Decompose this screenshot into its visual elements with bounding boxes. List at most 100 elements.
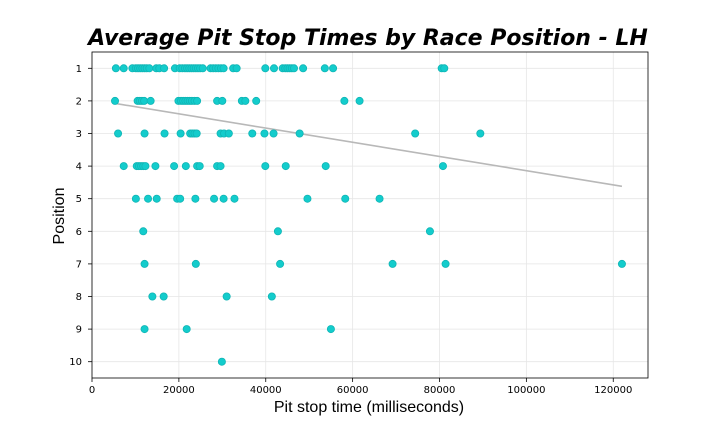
y-tick-label: 2 — [76, 96, 82, 107]
data-point — [219, 194, 228, 203]
data-point — [222, 292, 231, 301]
data-point — [218, 96, 227, 105]
data-point — [341, 194, 350, 203]
data-point — [140, 129, 149, 138]
y-tick-label: 3 — [76, 129, 82, 140]
data-point — [111, 96, 120, 105]
data-point — [152, 194, 161, 203]
x-tick-label: 40000 — [250, 385, 282, 396]
x-tick-label: 100000 — [507, 385, 545, 396]
data-point — [140, 259, 149, 268]
data-point — [141, 162, 150, 171]
data-point — [140, 325, 149, 334]
data-point — [114, 129, 123, 138]
data-point — [144, 194, 153, 203]
data-point — [303, 194, 312, 203]
data-point — [411, 129, 420, 138]
data-point — [191, 259, 200, 268]
data-point — [176, 129, 185, 138]
x-tick-label: 60000 — [337, 385, 369, 396]
data-point — [267, 292, 276, 301]
data-point — [160, 64, 169, 73]
data-point — [139, 227, 148, 236]
chart-title: Average Pit Stop Times by Race Position … — [86, 26, 648, 51]
data-point — [111, 64, 120, 73]
data-point — [131, 194, 140, 203]
data-point — [441, 259, 450, 268]
data-point — [181, 162, 190, 171]
data-point — [299, 64, 308, 73]
data-point — [224, 129, 233, 138]
data-point — [329, 64, 338, 73]
data-point — [252, 96, 261, 105]
data-point — [355, 96, 364, 105]
data-point — [260, 129, 269, 138]
data-point — [148, 292, 157, 301]
data-point — [269, 129, 278, 138]
data-point — [440, 64, 449, 73]
data-point — [388, 259, 397, 268]
x-axis-label: Pit stop time (milliseconds) — [274, 399, 464, 416]
data-point — [241, 96, 250, 105]
y-tick-label: 4 — [76, 162, 82, 173]
data-point — [210, 194, 219, 203]
data-point — [232, 64, 241, 73]
data-point — [326, 325, 335, 334]
x-axis-ticks: 0 20000 40000 60000 80000 100000 120000 — [89, 378, 632, 396]
data-point — [176, 194, 185, 203]
y-tick-label: 7 — [76, 259, 82, 270]
data-point — [170, 162, 179, 171]
data-point — [219, 64, 228, 73]
y-tick-label: 8 — [76, 292, 82, 303]
x-tick-label: 20000 — [163, 385, 195, 396]
y-tick-label: 5 — [76, 194, 82, 205]
data-point — [182, 325, 191, 334]
data-point — [261, 162, 270, 171]
data-point — [191, 194, 200, 203]
data-point — [217, 357, 226, 366]
y-tick-label: 10 — [69, 357, 82, 368]
data-point — [145, 64, 154, 73]
y-axis-ticks: 1 2 3 4 5 6 7 8 9 10 — [69, 64, 92, 368]
data-point — [119, 162, 128, 171]
data-point — [375, 194, 384, 203]
data-point — [340, 96, 349, 105]
data-point — [270, 64, 279, 73]
data-point — [193, 96, 202, 105]
data-point — [438, 162, 447, 171]
data-point — [295, 129, 304, 138]
x-tick-label: 0 — [89, 385, 95, 396]
data-point — [617, 259, 626, 268]
data-point — [198, 64, 207, 73]
y-tick-label: 9 — [76, 325, 82, 336]
data-point — [119, 64, 128, 73]
data-point — [289, 64, 298, 73]
data-point — [320, 64, 329, 73]
data-point — [276, 259, 285, 268]
data-point — [146, 96, 155, 105]
plot-frame — [91, 51, 649, 379]
y-tick-label: 1 — [76, 64, 82, 75]
data-point — [273, 227, 282, 236]
trendline — [113, 102, 623, 188]
data-point — [476, 129, 485, 138]
data-points — [111, 64, 626, 366]
data-point — [160, 129, 169, 138]
data-point — [425, 227, 434, 236]
data-point — [159, 292, 168, 301]
data-point — [230, 194, 239, 203]
data-point — [248, 129, 257, 138]
y-axis-label: Position — [51, 188, 68, 245]
data-point — [195, 162, 204, 171]
data-point — [216, 162, 225, 171]
y-tick-label: 6 — [76, 227, 82, 238]
data-point — [321, 162, 330, 171]
data-point — [192, 129, 201, 138]
x-tick-label: 80000 — [424, 385, 456, 396]
data-point — [261, 64, 270, 73]
x-tick-label: 120000 — [594, 385, 632, 396]
data-point — [281, 162, 290, 171]
data-point — [151, 162, 160, 171]
